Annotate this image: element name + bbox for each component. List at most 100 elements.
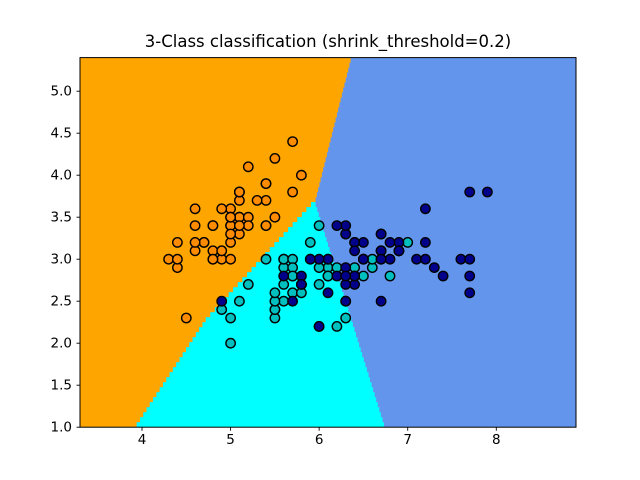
scatter-point-class-1 — [242, 278, 254, 290]
scatter-point-class-2 — [357, 236, 369, 248]
scatter-point-class-2 — [393, 245, 405, 257]
scatter-point-class-2 — [331, 270, 343, 282]
x-tick-label: 6 — [315, 432, 324, 448]
x-tick-label: 4 — [138, 432, 147, 448]
scatter-point-class-2 — [464, 253, 476, 265]
scatter-point-class-2 — [322, 253, 334, 265]
region-class-0 — [80, 57, 352, 428]
scatter-point-class-0 — [269, 211, 281, 223]
y-tick-label: 1.5 — [51, 378, 72, 394]
scatter-point-class-0 — [171, 253, 183, 265]
scatter-point-class-1 — [322, 270, 334, 282]
scatter-point-class-2 — [304, 253, 316, 265]
y-tick-label: 3.0 — [51, 252, 72, 268]
scatter-point-class-1 — [384, 270, 396, 282]
scatter-point-class-2 — [384, 253, 396, 265]
scatter-point-class-0 — [287, 136, 298, 148]
scatter-point-class-2 — [287, 295, 298, 307]
scatter-point-class-2 — [216, 295, 228, 307]
scatter-point-class-1 — [225, 337, 237, 349]
scatter-point-class-2 — [419, 236, 431, 248]
scatter-point-class-2 — [428, 262, 440, 273]
scatter-point-class-1 — [313, 278, 325, 290]
y-tick-label: 2.5 — [51, 294, 72, 310]
scatter-point-class-2 — [313, 320, 325, 332]
scatter-point-class-0 — [233, 186, 245, 198]
scatter-point-class-0 — [260, 178, 272, 190]
scatter-point-class-0 — [198, 236, 210, 248]
scatter-point-class-0 — [163, 253, 175, 265]
scatter-point-class-0 — [189, 203, 201, 215]
scatter-point-class-0 — [260, 220, 272, 232]
scatter-point-class-0 — [225, 253, 237, 265]
scatter-point-class-0 — [287, 186, 298, 198]
x-tick-label: 7 — [403, 432, 412, 448]
x-tick-label: 8 — [492, 432, 501, 448]
x-tick-label: 5 — [226, 432, 235, 448]
scatter-point-class-0 — [251, 194, 263, 206]
scatter-point-class-0 — [260, 194, 272, 206]
scatter-point-class-2 — [464, 287, 476, 299]
plot-title: 3-Class classification (shrink_threshold… — [144, 32, 512, 51]
scatter-point-class-0 — [189, 236, 201, 248]
y-tick-label: 1.0 — [51, 420, 72, 436]
scatter-point-class-2 — [384, 236, 396, 248]
scatter-point-class-2 — [375, 228, 387, 240]
scatter-point-class-1 — [313, 220, 325, 232]
scatter-point-class-0 — [180, 312, 192, 324]
scatter-point-class-1 — [340, 312, 352, 324]
scatter-point-class-1 — [278, 295, 290, 307]
scatter-point-class-2 — [313, 253, 325, 265]
scatter-point-class-1 — [287, 270, 298, 282]
scatter-point-class-2 — [357, 253, 369, 265]
scatter-point-class-2 — [375, 295, 387, 307]
scatter-point-class-0 — [189, 220, 201, 232]
scatter-point-class-2 — [437, 270, 449, 282]
y-tick-label: 3.5 — [51, 210, 72, 226]
y-tick-label: 5.0 — [51, 84, 72, 100]
y-tick-label: 4.0 — [51, 168, 72, 184]
scatter-point-class-2 — [295, 278, 307, 290]
scatter-point-class-2 — [331, 220, 343, 232]
y-tick-label: 4.5 — [51, 126, 72, 142]
scatter-point-class-2 — [340, 295, 352, 307]
scatter-point-class-2 — [349, 270, 360, 282]
scatter-point-class-2 — [375, 253, 387, 265]
scatter-point-class-1 — [402, 236, 414, 248]
scatter-point-class-2 — [419, 203, 431, 215]
scatter-point-class-1 — [233, 295, 245, 307]
scatter-point-class-2 — [411, 253, 422, 265]
y-tick-label: 2.0 — [51, 336, 72, 352]
scatter-point-class-1 — [225, 312, 237, 324]
scatter-point-class-1 — [278, 253, 290, 265]
scatter-point-class-2 — [464, 186, 476, 198]
scatter-point-class-0 — [207, 220, 219, 232]
scatter-point-class-0 — [171, 236, 183, 248]
scatter-point-class-2 — [455, 253, 467, 265]
scatter-point-class-0 — [216, 203, 228, 215]
scatter-point-class-0 — [216, 245, 228, 257]
scatter-point-class-0 — [242, 161, 254, 173]
scatter-point-class-1 — [260, 253, 272, 265]
scatter-point-class-1 — [269, 287, 281, 299]
scatter-point-class-1 — [331, 320, 343, 332]
scatter-point-class-2 — [340, 220, 352, 232]
scatter-point-class-2 — [464, 270, 476, 282]
scatter-point-class-1 — [304, 236, 316, 248]
scatter-point-class-0 — [225, 228, 237, 240]
scatter-point-class-2 — [481, 186, 493, 198]
scatter-point-class-2 — [340, 270, 352, 282]
scatter-point-class-0 — [233, 220, 245, 232]
scatter-point-class-0 — [242, 220, 254, 232]
axes-frame — [79, 57, 577, 428]
scatter-point-class-0 — [269, 152, 281, 164]
scatter-point-class-2 — [349, 245, 360, 257]
scatter-point-class-1 — [357, 270, 369, 282]
scatter-point-class-0 — [225, 211, 237, 223]
scatter-point-class-2 — [322, 287, 334, 299]
scatter-point-class-1 — [366, 253, 378, 265]
scatter-point-class-0 — [295, 169, 307, 181]
scatter-point-class-2 — [278, 270, 290, 282]
